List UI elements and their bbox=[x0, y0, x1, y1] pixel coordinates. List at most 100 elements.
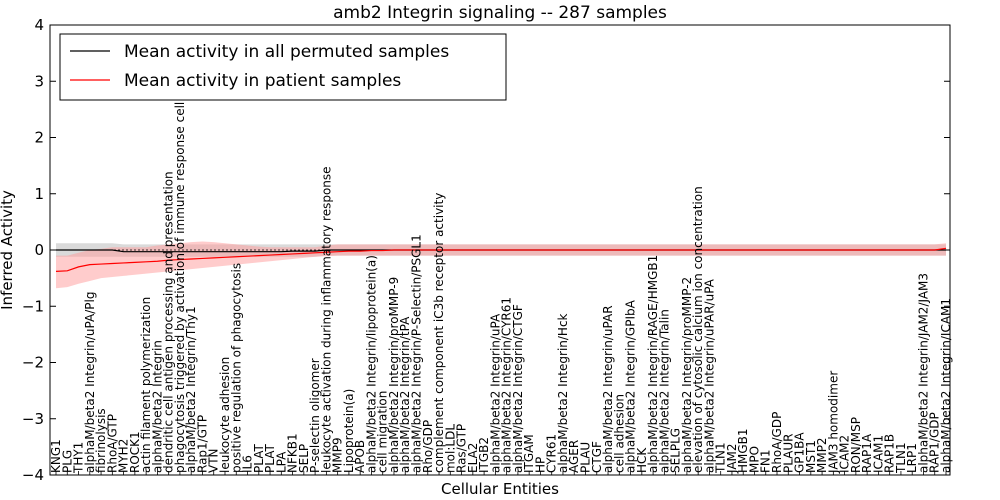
x-tick-label: CYR61 bbox=[545, 434, 559, 473]
y-tick-label: 3 bbox=[34, 72, 44, 90]
x-tick-label: elevation of cytosolic calcium ion conce… bbox=[691, 186, 705, 473]
x-tick-label: alphaM/beta2 Integrin/uPA/Plg bbox=[83, 292, 97, 473]
x-tick-label: ITGB2 bbox=[477, 437, 491, 473]
x-tick-label: CTGF bbox=[590, 441, 604, 473]
x-tick-label: ROCK1 bbox=[128, 431, 142, 473]
x-tick-label: alphaM/beta2 Integrin/uPAR bbox=[601, 305, 615, 473]
x-tick-label: SELPLG bbox=[669, 428, 683, 473]
x-tick-label: MMP2 bbox=[815, 437, 829, 473]
x-tick-label: HMGB1 bbox=[736, 428, 750, 473]
x-tick-label: Lipoprotein(a) bbox=[342, 389, 356, 473]
x-tick-label: MMP9 bbox=[331, 437, 345, 473]
x-tick-label: dendritic cell antigen processing and pr… bbox=[162, 171, 176, 473]
x-tick-label: RhoA/GDP bbox=[770, 412, 784, 473]
x-tick-label: PLG bbox=[60, 450, 74, 473]
legend: Mean activity in all permuted samples Me… bbox=[59, 33, 507, 101]
x-tick-label: cell migration bbox=[376, 391, 390, 473]
x-tick-label: PLAU bbox=[578, 442, 592, 473]
x-tick-label: positive regulation of phagocytosis bbox=[229, 263, 243, 473]
x-tick-label: IL6 bbox=[241, 455, 255, 473]
x-tick-label: HP bbox=[533, 457, 547, 473]
x-tick-label: alphaM/beta2 Integrin/Hck bbox=[556, 313, 570, 473]
x-tick-label: RAP1B bbox=[883, 434, 897, 473]
x-tick-label: mol:LDL bbox=[443, 424, 457, 473]
x-axis-label: Cellular Entities bbox=[441, 480, 559, 498]
x-tick-label: JAM2 bbox=[725, 443, 739, 474]
legend-label-patient: Mean activity in patient samples bbox=[124, 71, 401, 91]
x-tick-label: alphaM/beta2 Integrin/proMMP-9 bbox=[387, 277, 401, 473]
series-lines bbox=[55, 247, 947, 272]
x-tick-label: ICAM2 bbox=[838, 435, 852, 473]
x-tick-label: TLN1 bbox=[894, 442, 908, 474]
x-tick-label: alphaM/beta2 Integrin bbox=[150, 340, 164, 473]
x-tick-label: complement component iC3b receptor activ… bbox=[432, 193, 446, 473]
y-axis-label: Inferred Activity bbox=[0, 190, 16, 310]
x-tick-label: RAP1A bbox=[860, 433, 874, 473]
x-tick-label: NFKB1 bbox=[286, 433, 300, 473]
legend-box bbox=[59, 33, 507, 101]
x-tick-label: phagocytosis triggered by activation of … bbox=[173, 54, 187, 473]
y-tick-label: −1 bbox=[22, 297, 44, 315]
x-tick-label: leukocyte activation during inflammatory… bbox=[319, 166, 333, 473]
y-tick-label: 2 bbox=[34, 129, 44, 147]
x-tick-label: RON/MSP bbox=[849, 417, 863, 473]
x-tick-label: alphaM/beta2 Integrin/RAGE/HMGB1 bbox=[646, 255, 660, 473]
y-tick-label: −4 bbox=[22, 466, 44, 484]
y-ticks: −4 −3 −2 −1 0 1 2 3 4 bbox=[22, 16, 950, 484]
x-tick-label: MST1 bbox=[804, 440, 818, 473]
x-tick-label: FN1 bbox=[759, 449, 773, 473]
y-tick-label: 0 bbox=[34, 241, 44, 259]
y-tick-label: 1 bbox=[34, 185, 44, 203]
x-tick-label: alphaM/beta2 Integrin/CYR61 bbox=[500, 297, 514, 473]
x-tick-label: VTN bbox=[207, 448, 221, 473]
x-tick-label: alphaM/beta2 Integrin/uPA bbox=[488, 313, 502, 473]
x-tick-label: PLAT bbox=[263, 444, 277, 473]
x-tick-label: SELP bbox=[297, 444, 311, 473]
x-tick-label: THY1 bbox=[72, 442, 86, 474]
x-tick-label: alphaM/beta2 Integrin/tPA bbox=[398, 316, 412, 473]
x-tick-label: PLAT bbox=[252, 444, 266, 473]
x-tick-label: PLAUR bbox=[781, 433, 795, 473]
x-tick-label: LPA bbox=[274, 451, 288, 473]
x-tick-label: ITGAM bbox=[522, 434, 536, 473]
legend-label-permuted: Mean activity in all permuted samples bbox=[124, 42, 449, 62]
x-tick-label: AGER bbox=[567, 440, 581, 473]
chart-title: amb2 Integrin signaling -- 287 samples bbox=[333, 3, 667, 23]
x-tick-label: ICAM1 bbox=[871, 435, 885, 473]
x-tick-label: RAP1/GDP bbox=[928, 412, 942, 473]
x-tick-label: alphaM/beta2 Integrin/JAM2/JAM3 bbox=[916, 273, 930, 473]
x-tick-label: MYH2 bbox=[117, 439, 131, 473]
x-tick-label: TLN1 bbox=[714, 442, 728, 474]
x-tick-label: Ras/GTP bbox=[455, 424, 469, 473]
x-tick-label: JAM3 homodimer bbox=[826, 371, 840, 474]
band-series-1 bbox=[56, 241, 946, 289]
x-tick-label: KNG1 bbox=[49, 439, 63, 473]
plot-frame bbox=[49, 24, 951, 476]
x-tick-label: Rho/GDP bbox=[421, 420, 435, 473]
x-tick-label: alphaM/beta2 Integrin/CTGF bbox=[511, 304, 525, 473]
confidence-bands bbox=[56, 241, 946, 289]
x-tick-label: alphaM/beta2 Integrin/Thy1 bbox=[184, 306, 198, 473]
x-tick-label: LRP1 bbox=[905, 443, 919, 473]
y-tick-label: 4 bbox=[34, 16, 44, 34]
x-tick-label: P-selectin oligomer bbox=[308, 358, 322, 473]
x-tick-label: MPO bbox=[747, 446, 761, 473]
x-tick-label: ELA2 bbox=[466, 443, 480, 473]
x-tick-label: alphaM/beta2 Integrin/proMMP-2 bbox=[680, 277, 694, 473]
y-tick-label: −2 bbox=[22, 354, 44, 372]
x-tick-label: alphaM/beta2 Integrin/Talin bbox=[657, 309, 671, 473]
x-tick-label: alphaM/beta2 Integrin/uPAR/uPA bbox=[702, 278, 716, 473]
x-tick-label: alphaM/beta2 Integrin/GPIbA bbox=[624, 299, 638, 473]
x-tick-label: APOB bbox=[353, 440, 367, 473]
x-tick-label: cell adhesion bbox=[612, 394, 626, 473]
y-tick-label: −3 bbox=[22, 410, 44, 428]
x-tick-label: actin filament polymerization bbox=[139, 297, 153, 473]
x-tick-label: leukocyte adhesion bbox=[218, 357, 232, 473]
x-tick-label: alphaM/beta2 Integrin/lipoprotein(a) bbox=[364, 255, 378, 473]
x-tick-label: fibrinolysis bbox=[94, 408, 108, 473]
x-tick-label: alphaM/beta2 Integrin/P-Selectin/PSGL1 bbox=[410, 234, 424, 473]
series-line-1 bbox=[55, 247, 947, 272]
x-tick-label: RhoA/GTP bbox=[105, 414, 119, 473]
